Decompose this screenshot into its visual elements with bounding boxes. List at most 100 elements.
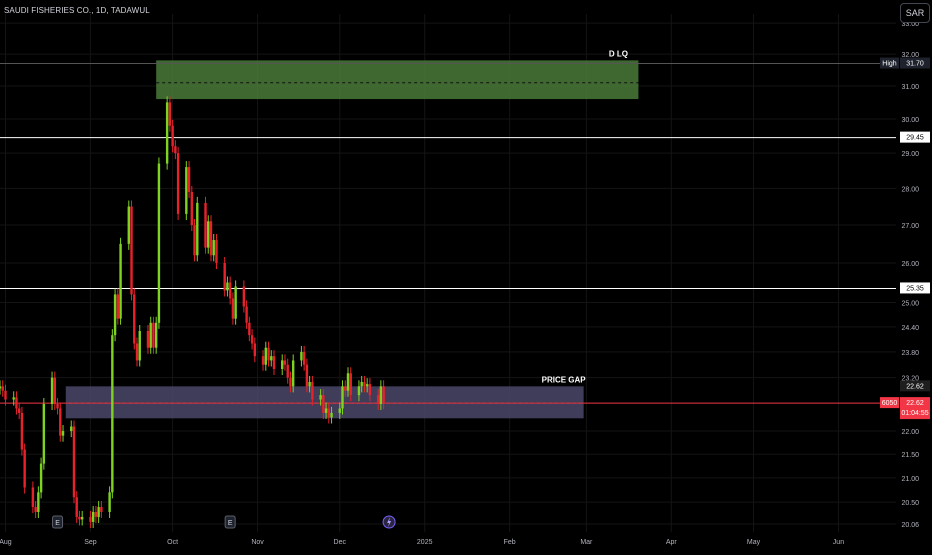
- candle-body: [270, 356, 273, 361]
- candle-body: [324, 408, 328, 413]
- candle-body: [56, 403, 59, 409]
- time-tick-label: Mar: [580, 539, 593, 546]
- last-price-tag: [900, 397, 930, 420]
- time-tick-label: Apr: [666, 539, 678, 546]
- time-tick-label: May: [747, 539, 761, 546]
- candle-body: [204, 202, 207, 248]
- candle-body: [97, 507, 100, 517]
- candle-body: [1, 386, 4, 391]
- candle-body: [212, 240, 215, 256]
- price-axis[interactable]: 33.00 32.00 31.00 30.00 29.00 28.00 27.00 26.00…: [880, 21, 930, 529]
- price-tick-label: 26.00: [901, 261, 919, 268]
- candle-body: [17, 408, 21, 413]
- candle-body: [267, 347, 270, 361]
- candle-body: [250, 335, 254, 344]
- candle-body: [39, 463, 43, 493]
- candle-body: [215, 240, 218, 263]
- candle-body: [133, 294, 136, 344]
- candle-body: [152, 322, 155, 348]
- price-tick-label: 20.06: [901, 522, 919, 529]
- price-tick-label: 28.00: [901, 186, 919, 193]
- candle-body: [81, 516, 84, 520]
- zone-box: [156, 60, 639, 100]
- candle-body: [363, 381, 366, 387]
- candle-body: [75, 497, 78, 517]
- candle-body: [264, 347, 267, 365]
- candle-body: [242, 286, 246, 307]
- earnings-icon-label: E: [55, 520, 60, 527]
- time-axis[interactable]: Aug Sep Oct Nov Dec 2025 Feb Mar Apr May Jun: [0, 539, 844, 546]
- candle-body: [272, 356, 276, 369]
- candle-body: [368, 384, 372, 396]
- symbol-title: SAUDI FISHERIES CO., 1D, TADAWUL: [4, 6, 150, 15]
- gap-top-tag: [900, 380, 930, 392]
- time-tick-label: Dec: [334, 539, 347, 546]
- candle-body: [146, 331, 150, 348]
- candle-body: [116, 294, 120, 319]
- level-price-value: 29.45: [906, 135, 924, 142]
- candle-body: [31, 487, 35, 508]
- candle-body: [196, 202, 199, 256]
- candle-body: [341, 386, 344, 409]
- candle-body: [291, 360, 295, 387]
- candle-body: [171, 125, 174, 147]
- candle-body: [185, 167, 188, 214]
- time-tick-label: Sep: [84, 539, 97, 546]
- candle-body: [319, 395, 322, 400]
- price-tick-label: 29.00: [901, 151, 919, 158]
- candle-body: [15, 397, 18, 409]
- candle-body: [149, 322, 152, 348]
- price-tick-label: 22.00: [901, 429, 919, 436]
- candle-body: [130, 206, 133, 295]
- last-price-value: 22.62: [906, 400, 924, 407]
- candle-body: [193, 225, 196, 256]
- price-tick-label: 27.00: [901, 223, 919, 230]
- candle-body: [286, 364, 289, 378]
- symbol-code-tag: [880, 397, 899, 409]
- time-tick-label: Feb: [504, 539, 516, 546]
- candle-body: [89, 516, 92, 522]
- earnings-icon: [224, 515, 236, 529]
- candle-body: [261, 356, 265, 365]
- level-price-value: 25.35: [906, 285, 924, 292]
- grid-lines: [0, 14, 896, 532]
- candle-body: [50, 377, 54, 404]
- candle-body: [300, 351, 303, 361]
- level-price-tag: [900, 131, 930, 143]
- price-tick-label: 32.00: [901, 52, 919, 59]
- candle-body: [53, 377, 57, 404]
- high-tag: [880, 57, 899, 69]
- candle-body: [168, 102, 172, 126]
- time-tick-label: Aug: [0, 539, 12, 546]
- candle-body: [42, 403, 46, 464]
- candle-body: [78, 516, 81, 520]
- candle-body: [346, 373, 350, 391]
- symbol-code-label: 6050: [882, 400, 898, 407]
- candle-body: [61, 431, 65, 436]
- currency-button[interactable]: SAR: [900, 3, 930, 23]
- earnings-icon: [52, 515, 64, 529]
- candle-body: [165, 102, 169, 164]
- time-tick-label: Oct: [167, 539, 178, 546]
- candle-body: [174, 146, 177, 154]
- annotation-zones: D LQ PRICE GAP: [65, 49, 639, 419]
- candle-body: [357, 386, 361, 396]
- candle-body: [20, 412, 24, 450]
- candle-body: [308, 381, 311, 387]
- candle-body: [245, 306, 248, 323]
- high-tag-label: High: [882, 61, 897, 68]
- candle-body: [360, 381, 363, 387]
- zone-label: PRICE GAP: [542, 375, 587, 384]
- price-tick-label: 20.50: [901, 500, 919, 507]
- candle-body: [302, 351, 306, 365]
- candle-body: [176, 153, 180, 214]
- candle-body: [4, 390, 7, 400]
- candle-body: [248, 322, 251, 336]
- candle-body: [349, 373, 352, 396]
- candle-body: [127, 206, 130, 244]
- time-tick-label: Jun: [833, 539, 844, 546]
- candle-body: [12, 397, 15, 400]
